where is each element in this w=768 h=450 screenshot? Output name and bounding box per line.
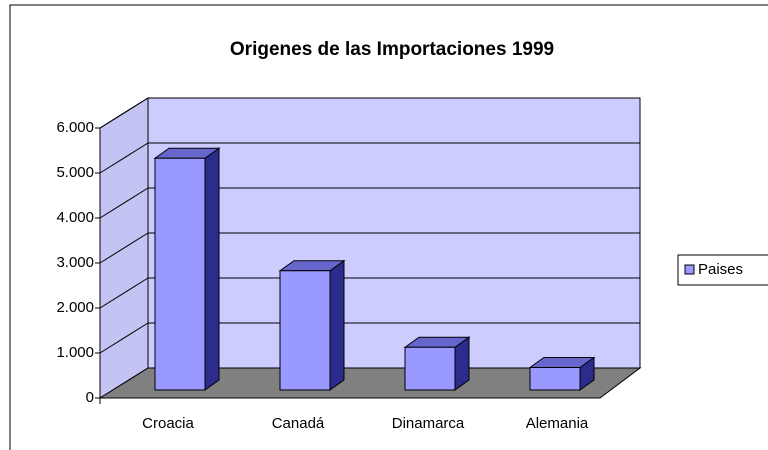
y-tick-label: 4.000 [56, 209, 94, 226]
legend-swatch [684, 264, 695, 275]
y-tick-label: 1.000 [56, 344, 94, 361]
x-tick-label: Croacia [142, 415, 194, 432]
y-tick-label: 5.000 [56, 164, 94, 181]
grid-line [99, 277, 149, 309]
grid-line [99, 187, 149, 219]
bar-side [329, 259, 345, 391]
bar [279, 270, 331, 391]
grid-line [99, 142, 149, 174]
grid-line [99, 322, 149, 354]
y-tick-label: 3.000 [56, 254, 94, 271]
x-tick-label: Alemania [526, 415, 589, 432]
bar [154, 157, 206, 391]
grid-line [99, 97, 149, 129]
y-tick-label: 0 [86, 389, 94, 406]
bar [404, 346, 456, 391]
bar [529, 367, 581, 391]
bar-side [204, 147, 220, 391]
chart-title: Origenes de las Importaciones 1999 [230, 39, 554, 60]
x-tick-label: Canadá [272, 415, 325, 432]
legend-label: Paises [698, 261, 743, 278]
x-tick-label: Dinamarca [392, 415, 465, 432]
y-tick-label: 2.000 [56, 299, 94, 316]
grid-line [99, 232, 149, 264]
y-tick-label: 6.000 [56, 119, 94, 136]
